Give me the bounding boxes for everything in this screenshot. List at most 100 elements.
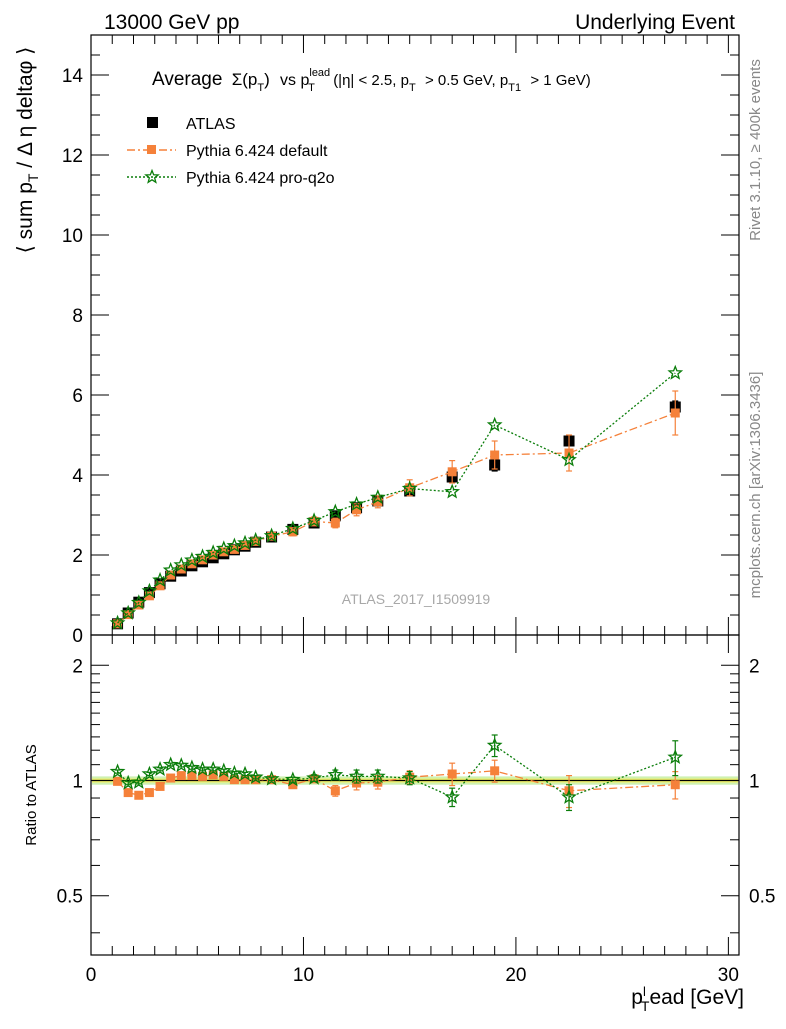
title-vs: vs p	[280, 72, 309, 89]
ratio-pythia-proq2o-point	[401, 769, 418, 785]
ratio-y-tick-label-right: 0.5	[749, 887, 775, 908]
pythia-default-point	[155, 581, 165, 591]
title-cuts-b-sub: T1	[508, 82, 521, 94]
main-y-tick-label: 6	[72, 386, 83, 407]
ratio-y-tick-label-right: 2	[749, 656, 760, 677]
ratio-pythia-default-point	[330, 786, 340, 796]
header-right: Underlying Event	[575, 11, 735, 34]
ratio-y-tick-label: 1	[72, 772, 83, 793]
legend-atlas-label: ATLAS	[186, 116, 236, 133]
ratio-pythia-default-point	[123, 788, 133, 798]
main-y-label-sub: T	[25, 173, 41, 182]
ratio-y-label: Ratio to ATLAS	[23, 744, 40, 845]
pythia-proq2o-point	[561, 451, 577, 467]
ratio-pythia-default-point	[144, 788, 154, 798]
pythia-proq2o-point	[263, 527, 280, 543]
pythia-proq2o-point	[486, 416, 503, 432]
pythia-proq2o-point	[237, 534, 253, 550]
ratio-x-label: pl Tead [GeV]	[631, 984, 744, 1014]
main-y-axis: 0 2 4 6 8 10 12 14	[62, 34, 739, 647]
legend-pythia-proq2o-marker	[144, 168, 160, 184]
pythia-proq2o-point	[226, 537, 243, 553]
ratio-pythia-proq2o-point	[226, 764, 243, 780]
pythia-proq2o-point	[184, 551, 200, 567]
main-x-axis-ticks	[90, 35, 729, 635]
pythia-proq2o-point	[141, 582, 158, 598]
title-cuts-a: (|η| < 2.5, p	[333, 72, 409, 89]
pythia-default-point	[405, 483, 415, 493]
ratio-pythia-proq2o-point	[327, 766, 344, 782]
pythia-proq2o-line	[117, 372, 676, 624]
main-series-layer	[109, 364, 684, 630]
ratio-pythia-default-point	[490, 766, 500, 776]
ratio-pythia-proq2o-point	[205, 760, 222, 776]
title-cuts-b: > 0.5 GeV, p	[425, 72, 508, 89]
pythia-default-point	[330, 518, 340, 528]
pythia-proq2o-point	[162, 561, 179, 577]
legend: ATLAS Pythia 6.424 default Pythia 6.424 …	[127, 116, 335, 187]
title-sigma-sub: T	[257, 82, 264, 94]
pythia-proq2o-point	[306, 512, 322, 528]
pythia-proq2o-point	[194, 548, 211, 564]
ratio-pythia-proq2o-point	[173, 757, 190, 773]
pythia-proq2o-point	[173, 556, 190, 572]
main-y-tick-label: 2	[72, 546, 83, 567]
ratio-y-tick-label: 0.5	[57, 887, 83, 908]
pythia-proq2o-point	[120, 604, 137, 620]
ratio-pythia-proq2o-point	[444, 788, 461, 804]
ratio-pythia-proq2o-point	[130, 773, 147, 789]
ratio-x-tick-label: 30	[718, 965, 739, 986]
ratio-series-layer	[109, 734, 684, 812]
ratio-pythia-default-point	[229, 775, 239, 785]
ratio-x-tick-label: 10	[293, 965, 314, 986]
pythia-default-point	[490, 450, 500, 460]
header-left: 13000 GeV pp	[104, 11, 239, 34]
ratio-pythia-default-point	[240, 775, 250, 785]
pythia-default-point	[144, 591, 154, 601]
pythia-default-point	[373, 497, 383, 507]
pythia-proq2o-point	[284, 520, 301, 536]
ratio-pythia-proq2o-point	[667, 748, 684, 764]
watermark: ATLAS_2017_I1509919	[342, 591, 491, 607]
legend-atlas: ATLAS	[147, 116, 236, 133]
pythia-proq2o-point	[215, 540, 232, 556]
rivet-version-label: Rivet 3.1.10, ≥ 400k events	[747, 59, 764, 241]
ratio-pythia-default-point	[187, 771, 197, 781]
title-sigma: Σ(p	[232, 70, 258, 89]
ratio-pythia-default-point	[288, 780, 298, 790]
legend-pythia-proq2o-label: Pythia 6.424 pro-q2o	[186, 170, 335, 187]
ratio-y-axis: 0.5 0.5 1 1 2 2	[57, 656, 775, 934]
main-y-tick-label: 12	[62, 146, 83, 167]
ratio-pythia-proq2o-point	[306, 769, 322, 785]
ratio-panel: 0.5 0.5 1 1 2 2 0 10 20 30 Ratio to ATLAS pl Tead…	[23, 634, 775, 1014]
legend-pythia-proq2o: Pythia 6.424 pro-q2o	[127, 168, 335, 187]
legend-pythia-default-label: Pythia 6.424 default	[186, 143, 328, 160]
ratio-pythia-proq2o-point	[237, 765, 253, 781]
ratio-pythia-default-point	[219, 771, 229, 781]
ratio-y-tick-label: 2	[72, 656, 83, 677]
pythia-default-point	[309, 516, 319, 526]
ratio-pythia-proq2o-point	[284, 771, 301, 787]
ratio-pythia-default-point	[176, 771, 186, 781]
pythia-default-point	[123, 610, 133, 620]
legend-atlas-marker	[147, 117, 158, 128]
ratio-pythia-proq2o-point	[348, 768, 365, 784]
title-lead-sup: lead	[309, 67, 330, 79]
title-lead-sub: T	[308, 82, 315, 94]
pythia-proq2o-point	[205, 544, 222, 560]
title-cuts-a-sub: T	[409, 82, 416, 94]
pythia-proq2o-point	[401, 480, 418, 496]
plot-title: Average Σ(pT) vs plead T (|η| < 2.5, pT >…	[152, 67, 591, 96]
title-cuts-c: > 1 GeV)	[530, 72, 590, 89]
main-y-tick-label: 10	[62, 226, 83, 247]
ratio-x-tick-label: 20	[505, 965, 526, 986]
ratio-pythia-proq2o-point	[215, 762, 232, 778]
pythia-default-point	[176, 564, 186, 574]
pythia-default-point	[447, 467, 457, 477]
main-y-tick-label: 8	[72, 306, 83, 327]
ratio-pythia-proq2o-point	[109, 763, 126, 779]
x-label-rest: ead [GeV]	[649, 986, 744, 1009]
mcplots-label: mcplots.cern.ch [arXiv:1306.3436]	[747, 372, 764, 599]
ratio-pythia-proq2o-point	[247, 768, 264, 784]
